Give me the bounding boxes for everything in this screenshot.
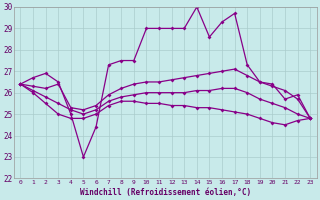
X-axis label: Windchill (Refroidissement éolien,°C): Windchill (Refroidissement éolien,°C) — [80, 188, 251, 197]
